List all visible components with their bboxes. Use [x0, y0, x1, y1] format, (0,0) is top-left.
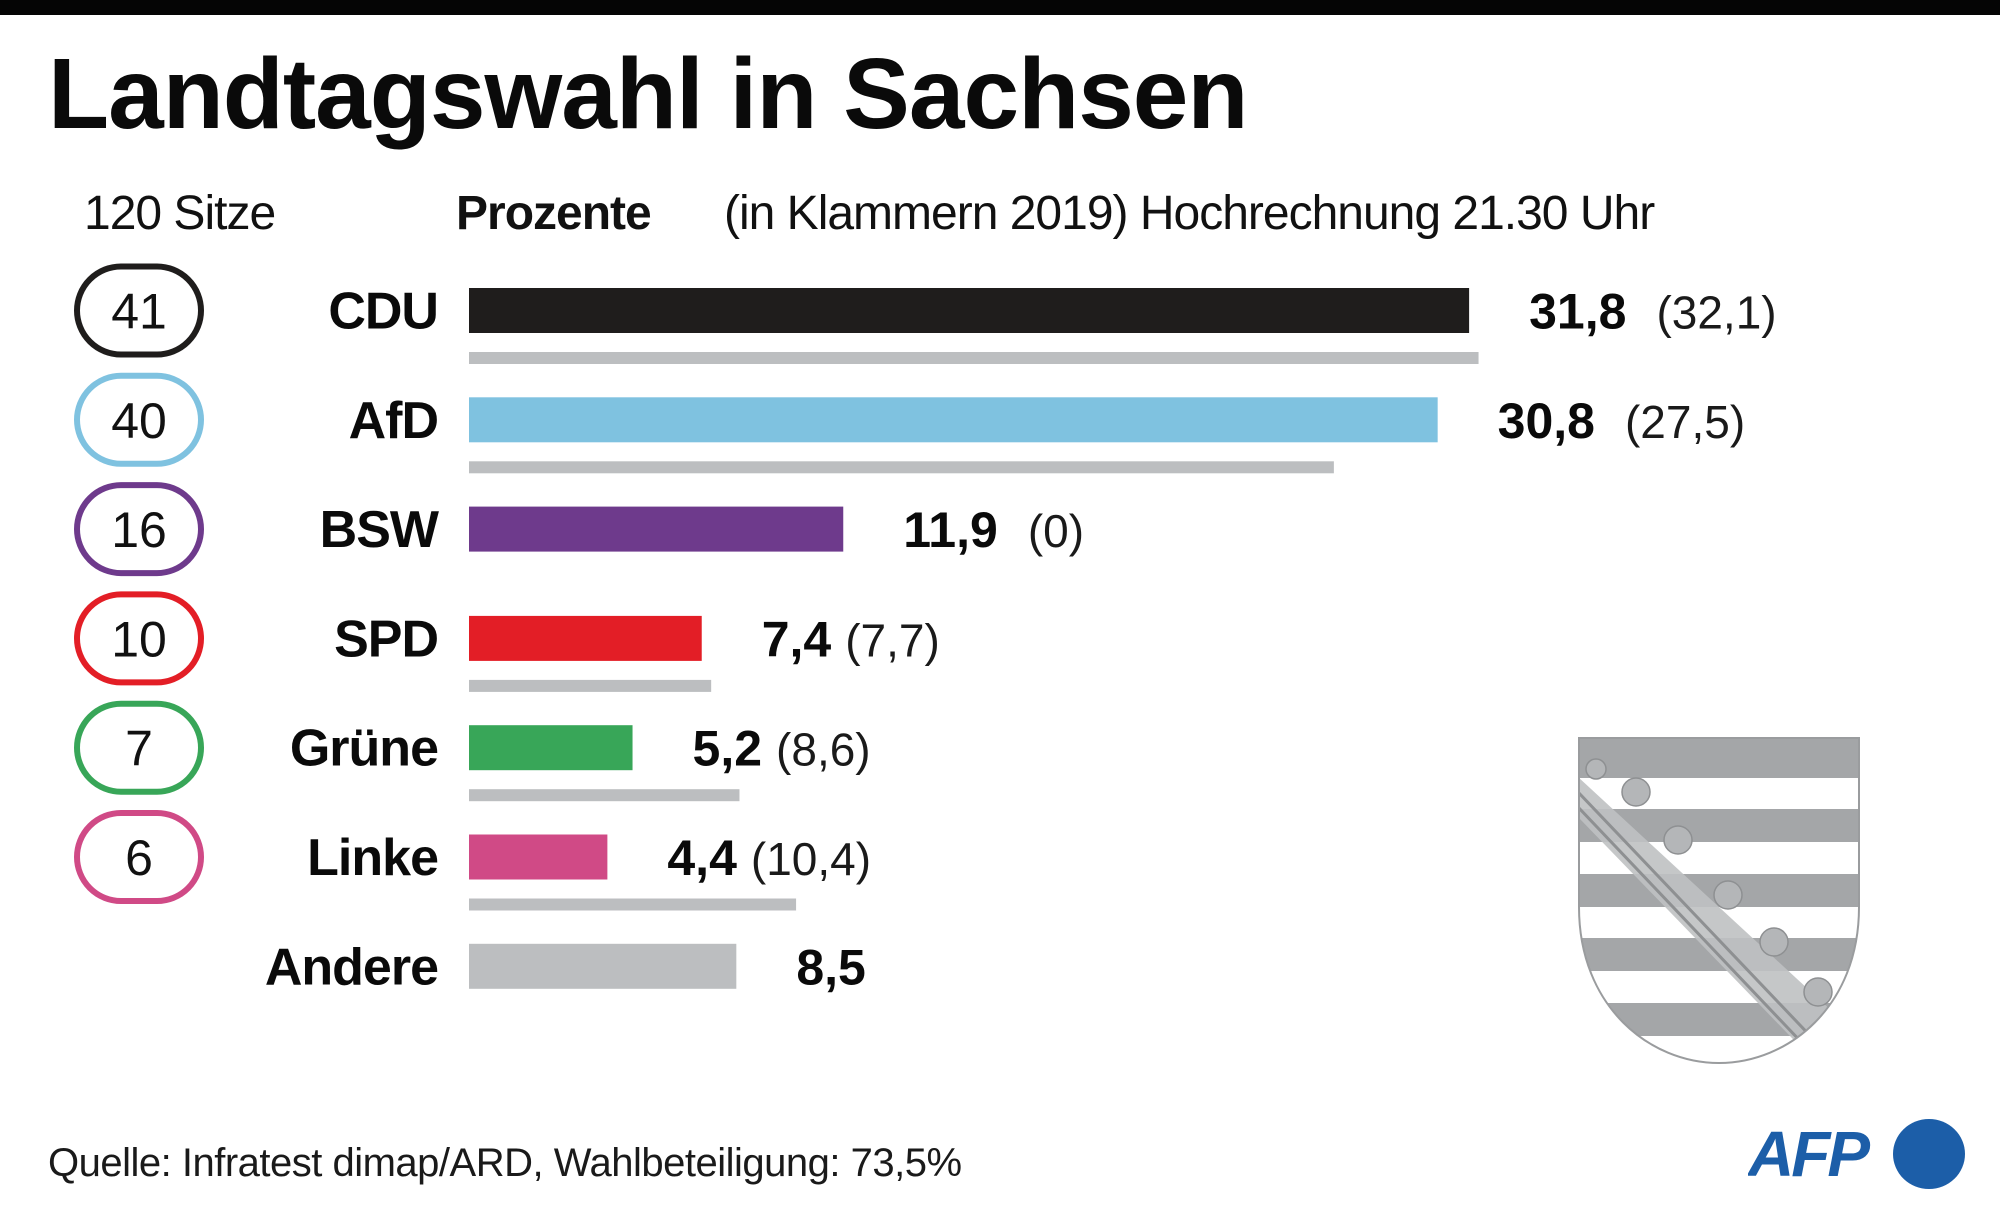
bar-2019-linke — [469, 898, 797, 911]
party-label-spd: SPD — [334, 610, 438, 668]
source-note: Quelle: Infratest dimap/ARD, Wahlbeteili… — [48, 1141, 962, 1185]
seats-header: 120 Sitze — [84, 187, 276, 240]
seat-count-linke: 6 — [125, 830, 153, 886]
bar-linke — [469, 834, 608, 880]
value-label-cdu: 31,8 — [1529, 284, 1626, 340]
previous-label-bsw: (0) — [1028, 505, 1084, 557]
value-label-linke: 4,4 — [667, 830, 737, 886]
value-label-afd: 30,8 — [1498, 393, 1595, 449]
seat-count-gruene: 7 — [125, 721, 153, 777]
bar-andere — [469, 943, 737, 989]
party-label-andere: Andere — [265, 938, 438, 996]
bar-2019-gruene — [469, 789, 740, 802]
seat-badge-afd — [74, 372, 204, 467]
value-label-andere: 8,5 — [796, 939, 866, 995]
bar-afd — [469, 397, 1438, 443]
afp-logo-text: AFP — [1748, 1118, 1870, 1190]
bar-spd — [469, 615, 702, 661]
party-label-cdu: CDU — [328, 283, 438, 341]
party-label-gruene: Grüne — [290, 720, 438, 778]
seat-badge-spd — [74, 591, 204, 686]
previous-label-spd: (7,7) — [845, 614, 940, 666]
previous-label-afd: (27,5) — [1625, 396, 1745, 448]
value-label-gruene: 5,2 — [693, 721, 763, 777]
party-label-bsw: BSW — [320, 501, 440, 559]
afp-logo: AFP — [1748, 1118, 1965, 1190]
bar-bsw — [469, 506, 844, 552]
seat-badge-cdu — [74, 263, 204, 358]
bar-2019-afd — [469, 461, 1334, 474]
seat-count-afd: 40 — [111, 393, 167, 449]
value-label-spd: 7,4 — [762, 611, 832, 667]
seat-count-cdu: 41 — [111, 284, 167, 340]
chart-title: Landtagswahl in Sachsen — [48, 38, 1249, 150]
value-label-bsw: 11,9 — [903, 502, 998, 558]
afp-logo-dot — [1893, 1119, 1965, 1189]
previous-label-linke: (10,4) — [751, 833, 871, 885]
subtitle-note: (in Klammern 2019) Hochrechnung 21.30 Uh… — [724, 187, 1655, 240]
bar-2019-cdu — [469, 352, 1479, 364]
saxony-coat-of-arms-icon — [1578, 737, 1860, 1065]
party-label-linke: Linke — [307, 829, 438, 887]
previous-label-cdu: (32,1) — [1656, 287, 1776, 339]
bar-2019-spd — [469, 679, 712, 692]
percent-header: Prozente — [456, 187, 652, 240]
seat-badge-bsw — [74, 482, 204, 577]
bar-gruene — [469, 725, 633, 771]
top-rule — [0, 0, 2000, 15]
seat-count-bsw: 16 — [111, 502, 167, 558]
seat-badge-gruene — [74, 700, 204, 795]
bar-cdu — [469, 288, 1470, 333]
party-label-afd: AfD — [349, 392, 438, 450]
previous-label-gruene: (8,6) — [776, 724, 871, 776]
seat-count-spd: 10 — [111, 611, 167, 667]
seat-badge-linke — [74, 810, 204, 904]
